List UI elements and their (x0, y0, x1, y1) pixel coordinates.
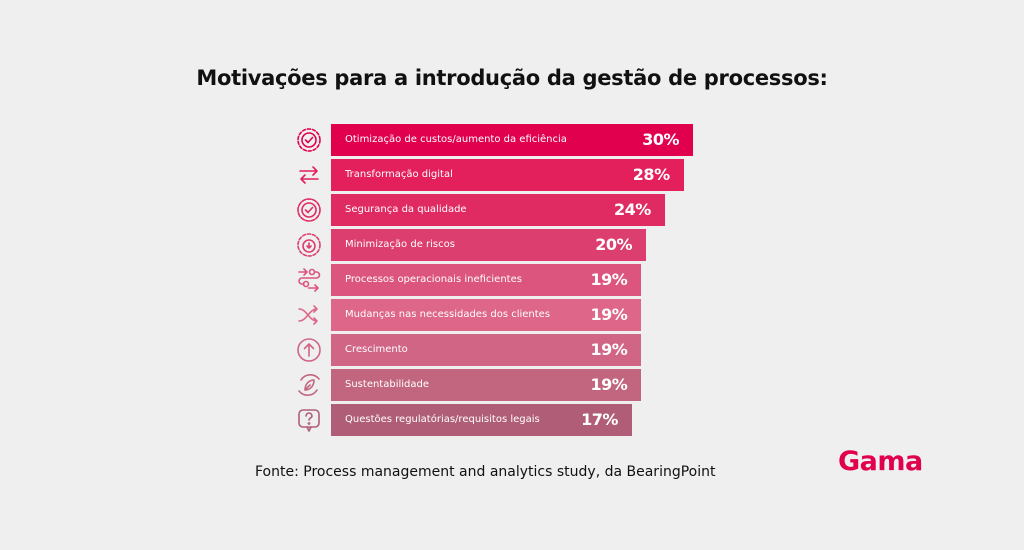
arrow-up-circle-icon (297, 338, 321, 362)
question-bubble-icon (298, 409, 320, 432)
bar-row: Segurança da qualidade 24% (290, 194, 710, 226)
bar-label: Mudanças nas necessidades dos clientes (345, 309, 551, 320)
transfer-arrows-icon (299, 166, 319, 184)
bar: Minimização de riscos 20% (331, 229, 646, 261)
bar-value-label: 19% (590, 305, 628, 324)
gear-shield-icon (297, 233, 321, 257)
bar-row: Sustentabilidade 19% (290, 369, 710, 401)
bar-row: Mudanças nas necessidades dos clientes 19… (290, 299, 710, 331)
bar-value-label: 24% (614, 200, 651, 219)
bar: Transformação digital 28% (331, 159, 684, 191)
bar-row: Crescimento 19% (290, 334, 710, 366)
source-note: Fonte: Process management and analytics … (255, 464, 716, 480)
bar-value-label: 19% (590, 375, 628, 394)
bar-value-label: 28% (632, 165, 670, 184)
bar-label: Sustentabilidade (345, 379, 430, 390)
bar-row: Transformação digital 28% (290, 159, 710, 191)
bar-label: Processos operacionais ineficientes (345, 274, 522, 285)
process-flow-icon (298, 268, 321, 292)
bar-row: Processos operacionais ineficientes 19% (290, 264, 710, 296)
bar-label: Minimização de riscos (345, 239, 455, 250)
bar-label: Otimização de custos/aumento da eficiênc… (345, 134, 567, 145)
bar-value-label: 19% (590, 270, 628, 289)
bar-label: Crescimento (345, 344, 408, 355)
bar: Processos operacionais ineficientes 19% (331, 264, 642, 296)
bar: Otimização de custos/aumento da eficiênc… (331, 124, 693, 156)
shuffle-icon (298, 305, 318, 325)
bar: Questões regulatórias/requisitos legais 1… (331, 404, 632, 436)
bar-row: Minimização de riscos 20% (290, 229, 710, 261)
bar-value-label: 19% (590, 340, 628, 359)
bar-row: Otimização de custos/aumento da eficiênc… (290, 124, 710, 156)
gear-check-icon (297, 128, 321, 152)
bar: Mudanças nas necessidades dos clientes 19… (331, 299, 642, 331)
bar-label: Questões regulatórias/requisitos legais (345, 414, 540, 425)
bar: Crescimento 19% (331, 334, 642, 366)
badge-check-icon (297, 198, 321, 222)
bar-chart: Otimização de custos/aumento da eficiênc… (290, 120, 710, 440)
gama-logo: Gama (838, 446, 923, 477)
bar-row: Questões regulatórias/requisitos legais 1… (290, 404, 710, 436)
bar-value-label: 20% (595, 235, 632, 254)
bar: Sustentabilidade 19% (331, 369, 642, 401)
bar-value-label: 17% (581, 410, 618, 429)
chart-title: Motivações para a introdução da gestão d… (196, 66, 828, 90)
leaf-cycle-icon (298, 374, 320, 396)
bar-value-label: 30% (642, 130, 679, 149)
bar: Segurança da qualidade 24% (331, 194, 665, 226)
bar-label: Segurança da qualidade (345, 204, 467, 215)
bar-label: Transformação digital (345, 169, 453, 180)
